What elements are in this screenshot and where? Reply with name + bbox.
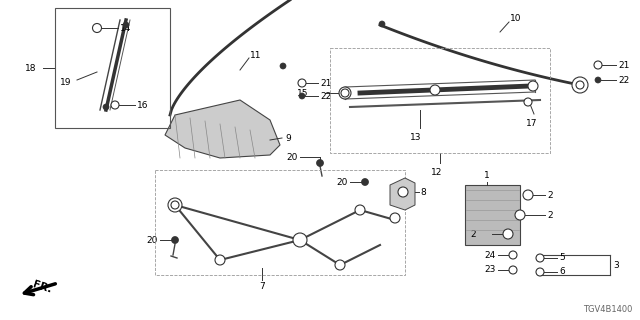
- Circle shape: [339, 87, 351, 99]
- Text: 15: 15: [296, 89, 308, 98]
- Text: 16: 16: [137, 100, 148, 109]
- Text: 3: 3: [613, 260, 619, 269]
- Circle shape: [594, 61, 602, 69]
- Text: 21: 21: [618, 60, 629, 69]
- Bar: [465, 185, 520, 245]
- Text: 20: 20: [287, 153, 298, 162]
- Circle shape: [172, 236, 179, 244]
- Circle shape: [215, 255, 225, 265]
- Circle shape: [355, 205, 365, 215]
- Circle shape: [576, 81, 584, 89]
- Text: 22: 22: [320, 92, 332, 100]
- Text: TGV4B1400: TGV4B1400: [582, 305, 632, 314]
- Bar: [155, 170, 405, 275]
- Circle shape: [341, 89, 349, 97]
- Text: 18: 18: [24, 63, 36, 73]
- Circle shape: [509, 251, 517, 259]
- Circle shape: [293, 233, 307, 247]
- Circle shape: [299, 93, 305, 99]
- Circle shape: [335, 260, 345, 270]
- Circle shape: [168, 198, 182, 212]
- Text: 2: 2: [470, 229, 476, 238]
- Text: 5: 5: [559, 253, 564, 262]
- Circle shape: [536, 254, 544, 262]
- Text: 8: 8: [420, 188, 426, 196]
- Text: 20: 20: [147, 236, 158, 244]
- Text: 24: 24: [484, 251, 496, 260]
- Circle shape: [430, 85, 440, 95]
- Text: 2: 2: [547, 190, 552, 199]
- Polygon shape: [165, 100, 280, 158]
- Bar: [330, 48, 550, 153]
- Circle shape: [595, 77, 601, 83]
- Circle shape: [93, 23, 102, 33]
- Circle shape: [123, 22, 129, 28]
- Text: 20: 20: [337, 178, 348, 187]
- Text: 22: 22: [618, 76, 629, 84]
- Circle shape: [317, 159, 323, 166]
- Circle shape: [528, 81, 538, 91]
- Text: 9: 9: [285, 133, 291, 142]
- Text: 11: 11: [250, 51, 262, 60]
- Text: 2: 2: [547, 211, 552, 220]
- Text: 17: 17: [526, 119, 538, 128]
- Text: 6: 6: [559, 268, 564, 276]
- Circle shape: [523, 190, 533, 200]
- Text: 1: 1: [484, 171, 490, 180]
- Circle shape: [509, 266, 517, 274]
- Circle shape: [103, 104, 109, 110]
- Text: 10: 10: [510, 13, 522, 22]
- Circle shape: [398, 187, 408, 197]
- Circle shape: [503, 229, 513, 239]
- Bar: [55, 8, 170, 128]
- Circle shape: [524, 98, 532, 106]
- Polygon shape: [390, 178, 415, 210]
- Text: FR.: FR.: [31, 279, 52, 295]
- Text: 13: 13: [410, 133, 422, 142]
- Circle shape: [280, 63, 286, 69]
- Circle shape: [362, 179, 369, 186]
- Circle shape: [390, 213, 400, 223]
- Text: 19: 19: [60, 77, 72, 86]
- Text: 23: 23: [484, 266, 496, 275]
- Circle shape: [572, 77, 588, 93]
- Circle shape: [379, 21, 385, 27]
- Text: 21: 21: [320, 78, 332, 87]
- Circle shape: [171, 201, 179, 209]
- Circle shape: [298, 79, 306, 87]
- Circle shape: [536, 268, 544, 276]
- Text: 12: 12: [431, 168, 443, 177]
- Circle shape: [515, 210, 525, 220]
- Text: 14: 14: [120, 23, 131, 33]
- Circle shape: [111, 101, 119, 109]
- Text: 7: 7: [259, 282, 265, 291]
